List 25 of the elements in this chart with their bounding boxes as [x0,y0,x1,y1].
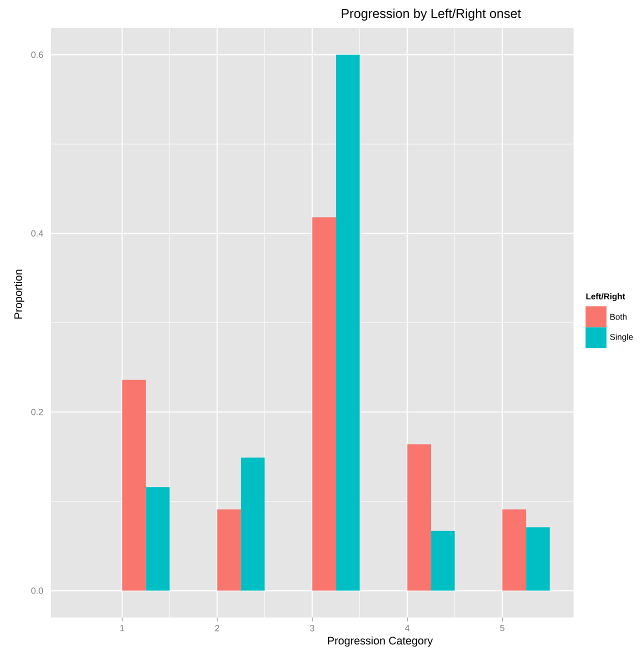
bar [122,380,146,591]
bar [146,487,170,591]
bar [312,217,336,591]
bar [407,444,431,591]
x-tick-label: 4 [404,624,410,632]
x-tick-label: 2 [214,624,220,632]
y-tick-label: 0.0 [31,588,43,594]
y-tick-label: 0.2 [31,408,43,416]
y-tick-label: 0.4 [31,230,43,237]
x-tick-label: 1 [120,624,124,632]
text: Single [610,334,633,342]
bar [430,530,455,591]
bar [502,509,526,591]
text: Both [610,314,626,320]
y-axis-title: Proportion [14,270,24,319]
x-axis-title: Progression Category [328,636,433,647]
x-tick-label: 5 [500,624,504,632]
y-tick-label: 0.6 [31,52,43,58]
bar [240,458,265,591]
legend-title: Left/Right [586,293,625,302]
chart-title: Progression by Left/Right onset [342,8,521,21]
x-tick-label: 3 [310,624,314,632]
bar [216,509,241,591]
bar [336,54,360,591]
bar [526,527,550,591]
